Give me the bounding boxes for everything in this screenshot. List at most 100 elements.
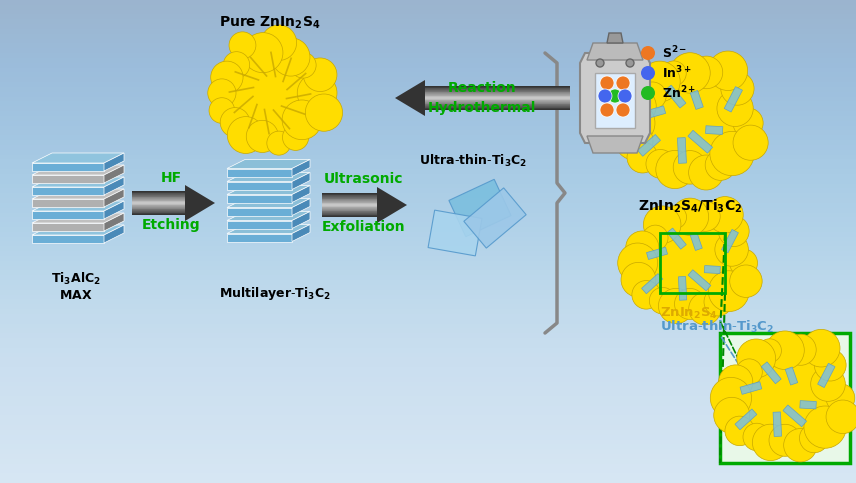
Polygon shape	[132, 196, 185, 197]
Circle shape	[826, 400, 856, 434]
Circle shape	[637, 70, 743, 176]
Polygon shape	[761, 362, 782, 384]
Circle shape	[643, 225, 668, 251]
Circle shape	[600, 103, 614, 117]
Circle shape	[626, 59, 634, 67]
Circle shape	[646, 149, 675, 178]
Circle shape	[704, 287, 733, 316]
Circle shape	[641, 66, 655, 80]
Polygon shape	[227, 233, 292, 242]
Polygon shape	[425, 102, 570, 103]
Circle shape	[616, 103, 630, 117]
Circle shape	[785, 334, 817, 365]
Polygon shape	[677, 138, 687, 163]
Circle shape	[247, 120, 278, 153]
Circle shape	[675, 288, 705, 319]
Circle shape	[718, 216, 749, 246]
Polygon shape	[132, 194, 185, 195]
Polygon shape	[377, 187, 407, 223]
Polygon shape	[322, 196, 377, 197]
Text: $\mathbf{Zn^{2+}}$: $\mathbf{Zn^{2+}}$	[662, 85, 696, 101]
Circle shape	[208, 79, 236, 107]
Polygon shape	[425, 87, 570, 88]
Polygon shape	[322, 209, 377, 210]
Polygon shape	[227, 221, 292, 228]
Polygon shape	[425, 105, 570, 106]
Text: Reaction: Reaction	[448, 81, 516, 95]
Polygon shape	[665, 85, 686, 108]
Polygon shape	[132, 214, 185, 215]
Polygon shape	[322, 206, 377, 207]
Polygon shape	[132, 198, 185, 199]
Polygon shape	[322, 204, 377, 205]
Circle shape	[758, 339, 782, 362]
Circle shape	[596, 59, 604, 67]
Polygon shape	[679, 276, 687, 300]
Circle shape	[306, 94, 342, 131]
Polygon shape	[425, 95, 570, 96]
Circle shape	[290, 52, 316, 78]
Polygon shape	[800, 400, 817, 409]
Polygon shape	[646, 247, 668, 259]
Polygon shape	[32, 177, 124, 187]
Circle shape	[282, 124, 309, 150]
Polygon shape	[740, 382, 762, 395]
Polygon shape	[425, 93, 570, 94]
Polygon shape	[292, 159, 310, 176]
Polygon shape	[428, 210, 482, 256]
Polygon shape	[322, 194, 377, 195]
Polygon shape	[227, 225, 310, 233]
Polygon shape	[817, 363, 835, 387]
Circle shape	[612, 101, 655, 144]
Circle shape	[618, 89, 632, 103]
Circle shape	[650, 287, 676, 314]
Polygon shape	[32, 187, 104, 195]
Text: $\mathbf{Ti_3AlC_2}$
$\mathbf{MAX}$: $\mathbf{Ti_3AlC_2}$ $\mathbf{MAX}$	[51, 271, 101, 302]
Polygon shape	[322, 198, 377, 199]
Circle shape	[641, 86, 655, 100]
Circle shape	[598, 89, 612, 103]
Polygon shape	[322, 202, 377, 203]
Circle shape	[690, 201, 720, 231]
Polygon shape	[322, 205, 377, 206]
Polygon shape	[690, 233, 702, 251]
Polygon shape	[32, 175, 104, 183]
Polygon shape	[425, 92, 570, 93]
Polygon shape	[104, 153, 124, 171]
Polygon shape	[425, 106, 570, 107]
Circle shape	[804, 406, 847, 448]
Text: Exfoliation: Exfoliation	[322, 220, 406, 234]
Polygon shape	[32, 153, 124, 163]
Text: $\mathbf{Ultra\text{-}thin\text{-}Ti_3C_2}$: $\mathbf{Ultra\text{-}thin\text{-}Ti_3C_…	[660, 319, 775, 335]
Polygon shape	[32, 199, 104, 207]
Circle shape	[221, 43, 319, 142]
Circle shape	[621, 88, 657, 124]
Polygon shape	[292, 199, 310, 215]
Polygon shape	[425, 107, 570, 108]
Text: $\mathbf{ZnIn_2S_4/Ti_3C_2}$: $\mathbf{ZnIn_2S_4/Ti_3C_2}$	[638, 198, 742, 215]
Polygon shape	[395, 80, 425, 116]
Polygon shape	[132, 201, 185, 202]
Polygon shape	[32, 235, 104, 243]
Polygon shape	[227, 185, 310, 195]
Polygon shape	[227, 159, 310, 169]
Polygon shape	[132, 199, 185, 200]
Polygon shape	[32, 201, 124, 211]
Circle shape	[784, 428, 817, 462]
Polygon shape	[587, 136, 643, 153]
Polygon shape	[322, 201, 377, 202]
Polygon shape	[322, 210, 377, 211]
Polygon shape	[724, 86, 742, 112]
Polygon shape	[688, 130, 712, 153]
Polygon shape	[32, 225, 124, 235]
Polygon shape	[705, 126, 722, 134]
Circle shape	[811, 367, 846, 401]
Circle shape	[710, 131, 754, 176]
Text: $\mathbf{Ultra\text{-}thin\text{-}Ti_3C_2}$: $\mathbf{Ultra\text{-}thin\text{-}Ti_3C_…	[419, 153, 527, 169]
Text: Etching: Etching	[142, 218, 200, 232]
Polygon shape	[688, 270, 710, 291]
Polygon shape	[32, 211, 104, 219]
Polygon shape	[104, 225, 124, 243]
Circle shape	[267, 131, 291, 155]
Polygon shape	[227, 169, 292, 176]
